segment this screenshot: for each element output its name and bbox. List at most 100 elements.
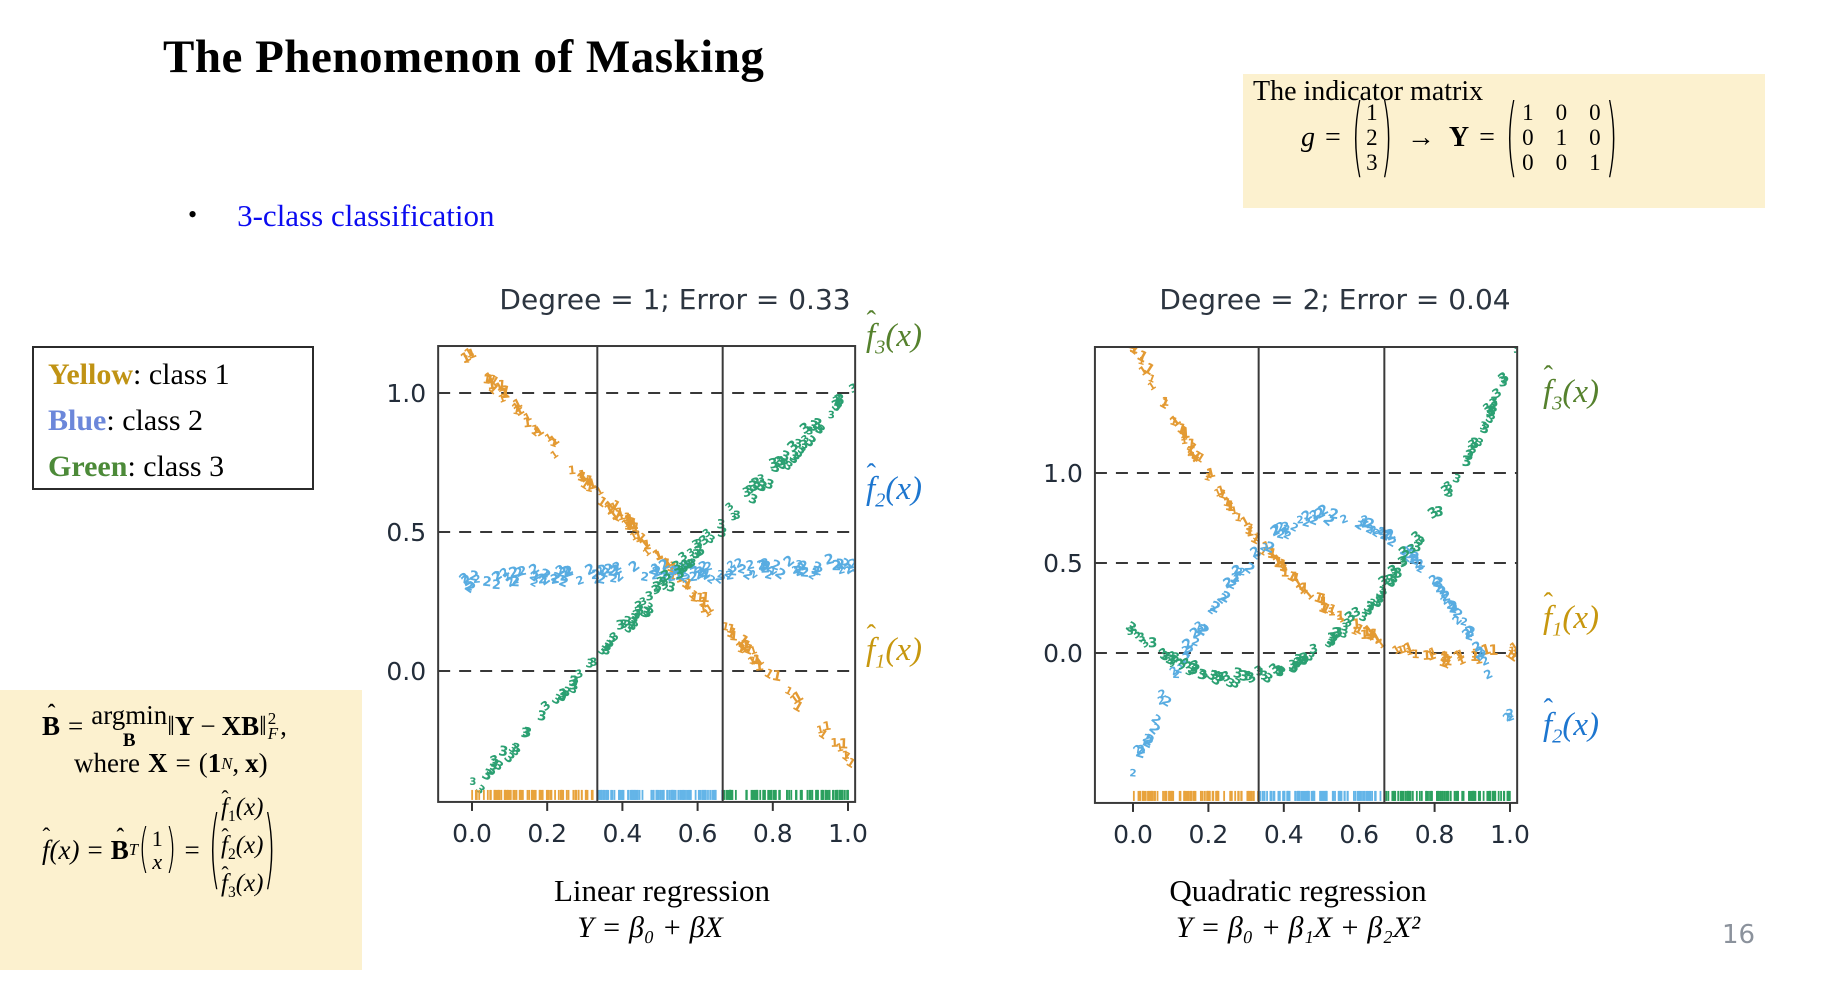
svg-text:2: 2: [736, 561, 748, 577]
paren-open: (: [1351, 86, 1364, 189]
svg-text:2: 2: [798, 558, 810, 575]
svg-text:2: 2: [1129, 768, 1137, 779]
svg-text:3: 3: [778, 449, 791, 466]
svg-text:3: 3: [799, 437, 809, 452]
fhat-component-row: ˆ f3(x): [220, 861, 264, 901]
svg-text:1: 1: [830, 736, 839, 750]
svg-text:2: 2: [1464, 628, 1476, 644]
svg-text:1: 1: [771, 668, 784, 686]
svg-text:2: 2: [1377, 525, 1387, 539]
svg-text:1: 1: [668, 568, 679, 583]
svg-text:3: 3: [685, 556, 694, 571]
page-number: 16: [1722, 920, 1756, 950]
svg-text:1: 1: [1119, 324, 1133, 341]
svg-text:3: 3: [622, 614, 633, 630]
svg-text:2: 2: [1328, 506, 1340, 523]
svg-text:3: 3: [767, 455, 780, 473]
svg-text:1: 1: [623, 518, 633, 533]
svg-text:3: 3: [1478, 421, 1491, 438]
svg-text:3: 3: [1335, 625, 1343, 638]
svg-text:3: 3: [813, 424, 824, 437]
svg-text:2: 2: [847, 556, 859, 572]
curve-label-f3: ˆ f3(x): [1543, 361, 1600, 415]
svg-text:1: 1: [632, 530, 645, 547]
svg-text:3: 3: [1384, 571, 1397, 589]
svg-text:2: 2: [556, 565, 567, 581]
curve-label-f1: ˆ f1(x): [1543, 588, 1600, 641]
svg-text:1: 1: [1157, 395, 1172, 412]
svg-text:2: 2: [724, 568, 735, 583]
svg-text:1: 1: [498, 383, 511, 401]
svg-text:1: 1: [697, 600, 708, 616]
svg-text:1: 1: [622, 512, 635, 529]
svg-text:1: 1: [720, 620, 730, 634]
svg-text:3: 3: [794, 436, 803, 451]
svg-text:2: 2: [491, 578, 501, 594]
legend-item-class3: Green: class 3: [48, 450, 225, 483]
x-tick-label: 0.6: [1339, 820, 1379, 849]
svg-text:3: 3: [694, 536, 703, 550]
svg-text:1: 1: [1280, 565, 1290, 580]
svg-text:1: 1: [1146, 373, 1156, 386]
svg-text:2: 2: [833, 557, 845, 574]
svg-text:3: 3: [733, 508, 741, 522]
rug-class-2: [1259, 790, 1382, 801]
svg-text:3: 3: [1276, 664, 1285, 677]
rug-class-3: [723, 789, 849, 800]
svg-text:1: 1: [1186, 437, 1197, 453]
svg-text:3: 3: [1338, 627, 1350, 642]
curve-label-f2: ˆ f2(x): [1543, 694, 1600, 748]
y-tick-label: 1.0: [1043, 459, 1083, 488]
svg-text:3: 3: [511, 740, 521, 755]
svg-text:2: 2: [549, 572, 561, 588]
svg-text:3: 3: [763, 477, 776, 494]
svg-text:2: 2: [652, 567, 663, 580]
svg-text:2: 2: [813, 564, 825, 579]
bullet-item: • 3-class classification: [188, 198, 495, 234]
svg-text:2: 2: [541, 567, 550, 581]
svg-text:2: 2: [1360, 518, 1369, 531]
svg-text:1: 1: [1455, 647, 1466, 662]
svg-text:2: 2: [842, 564, 855, 578]
right-chart-caption: Quadratic regression: [1169, 873, 1427, 908]
svg-text:3: 3: [833, 392, 843, 407]
svg-text:3: 3: [1299, 652, 1311, 667]
svg-text:1: 1: [843, 755, 858, 771]
svg-text:3: 3: [1434, 504, 1445, 521]
y-tick-label: 0.5: [1043, 549, 1083, 578]
svg-text:2: 2: [810, 563, 822, 579]
curve-label-f1: ˆ f1(x): [866, 619, 923, 673]
svg-text:1: 1: [578, 468, 586, 481]
svg-text:3: 3: [1187, 661, 1200, 679]
svg-text:1: 1: [838, 736, 848, 752]
svg-text:3: 3: [684, 558, 693, 572]
svg-text:2: 2: [660, 569, 670, 584]
svg-text:2: 2: [673, 567, 684, 583]
svg-text:3: 3: [1399, 554, 1409, 568]
svg-text:1: 1: [841, 749, 850, 763]
svg-text:2: 2: [795, 559, 803, 571]
svg-text:2: 2: [800, 565, 810, 581]
svg-text:2: 2: [1238, 567, 1247, 579]
svg-text:1: 1: [583, 473, 595, 490]
class-color-legend: Yellow: class 1 Blue: class 2 Green: cla…: [32, 346, 314, 490]
x-tick-label: 0.2: [1189, 820, 1229, 849]
svg-text:1: 1: [1127, 340, 1141, 358]
svg-text:1: 1: [1488, 643, 1498, 659]
argmin-operator: argmin B: [91, 700, 168, 751]
svg-text:1: 1: [1234, 511, 1244, 525]
rug-class-1: [471, 789, 594, 800]
svg-text:2: 2: [1459, 616, 1469, 629]
svg-text:1: 1: [1229, 504, 1239, 518]
svg-text:1: 1: [615, 505, 624, 519]
svg-text:3: 3: [1298, 650, 1312, 668]
svg-text:3: 3: [1399, 557, 1410, 570]
svg-text:1: 1: [1245, 521, 1255, 535]
svg-text:3: 3: [1485, 404, 1495, 420]
svg-text:1: 1: [465, 346, 479, 363]
svg-text:3: 3: [1412, 540, 1422, 556]
g-symbol: g: [1301, 121, 1315, 153]
Y-symbol: Y: [1448, 121, 1470, 153]
svg-text:1: 1: [641, 538, 652, 554]
